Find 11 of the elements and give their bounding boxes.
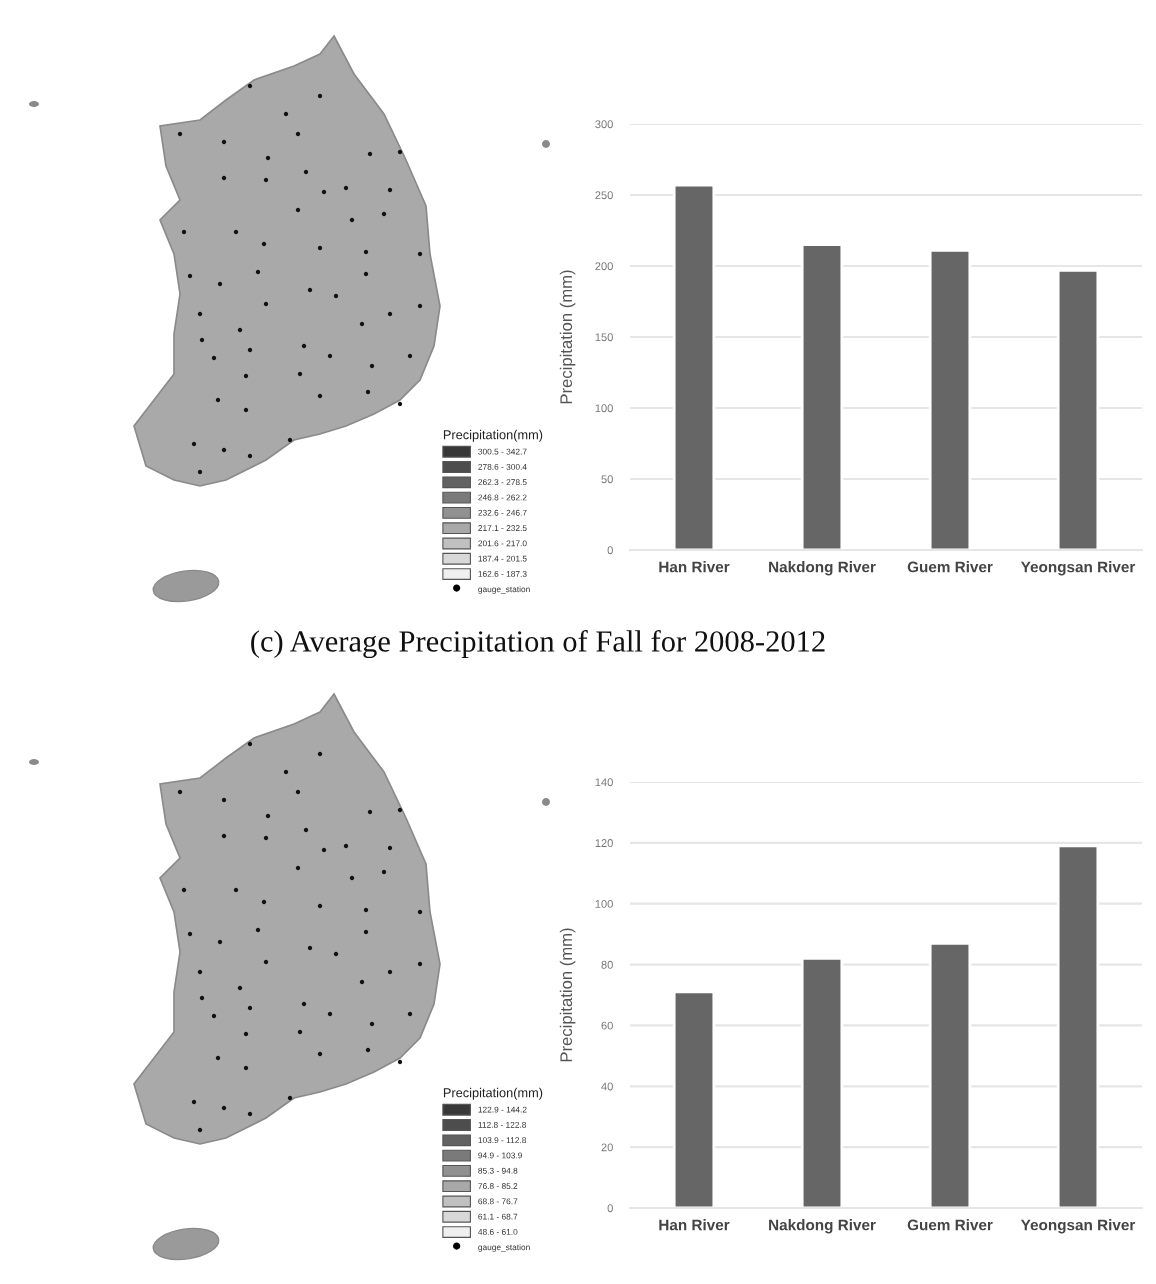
bar xyxy=(1056,844,1100,1208)
bar xyxy=(672,183,716,550)
bar xyxy=(1056,268,1100,550)
bar xyxy=(672,990,716,1208)
bar xyxy=(928,248,972,550)
y-axis-title: Precipitation (mm) xyxy=(559,928,576,1062)
y-axis-title: Precipitation (mm) xyxy=(559,270,576,404)
bar xyxy=(800,243,844,550)
text: (c) Average Precipitation of Fall for 2008-2012 xyxy=(251,629,825,659)
bar xyxy=(928,941,972,1208)
bar xyxy=(800,957,844,1208)
